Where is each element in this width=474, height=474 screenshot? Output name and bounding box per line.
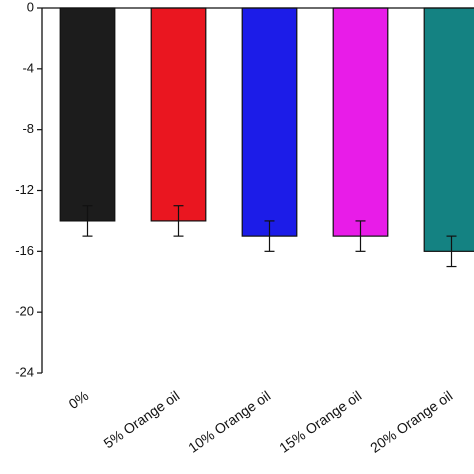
y-tick-label: -16	[15, 243, 34, 258]
x-tick-label: 0%	[66, 387, 92, 412]
x-tick-label: 20% Orange oil	[367, 387, 455, 455]
y-tick-label: 0	[27, 0, 34, 14]
bar	[59, 7, 116, 222]
x-tick-label: 10% Orange oil	[185, 387, 273, 455]
y-tick-label: -8	[22, 121, 34, 136]
y-tick-label: -24	[15, 364, 34, 379]
bar	[150, 7, 207, 222]
y-tick-label: -12	[15, 182, 34, 197]
bar	[332, 7, 389, 237]
y-tick-label: -4	[22, 60, 34, 75]
bar	[241, 7, 298, 237]
x-tick-label: 15% Orange oil	[276, 387, 364, 455]
y-tick-label: -20	[15, 304, 34, 319]
bar	[423, 7, 474, 252]
x-tick-label: 5% Orange oil	[100, 387, 182, 451]
